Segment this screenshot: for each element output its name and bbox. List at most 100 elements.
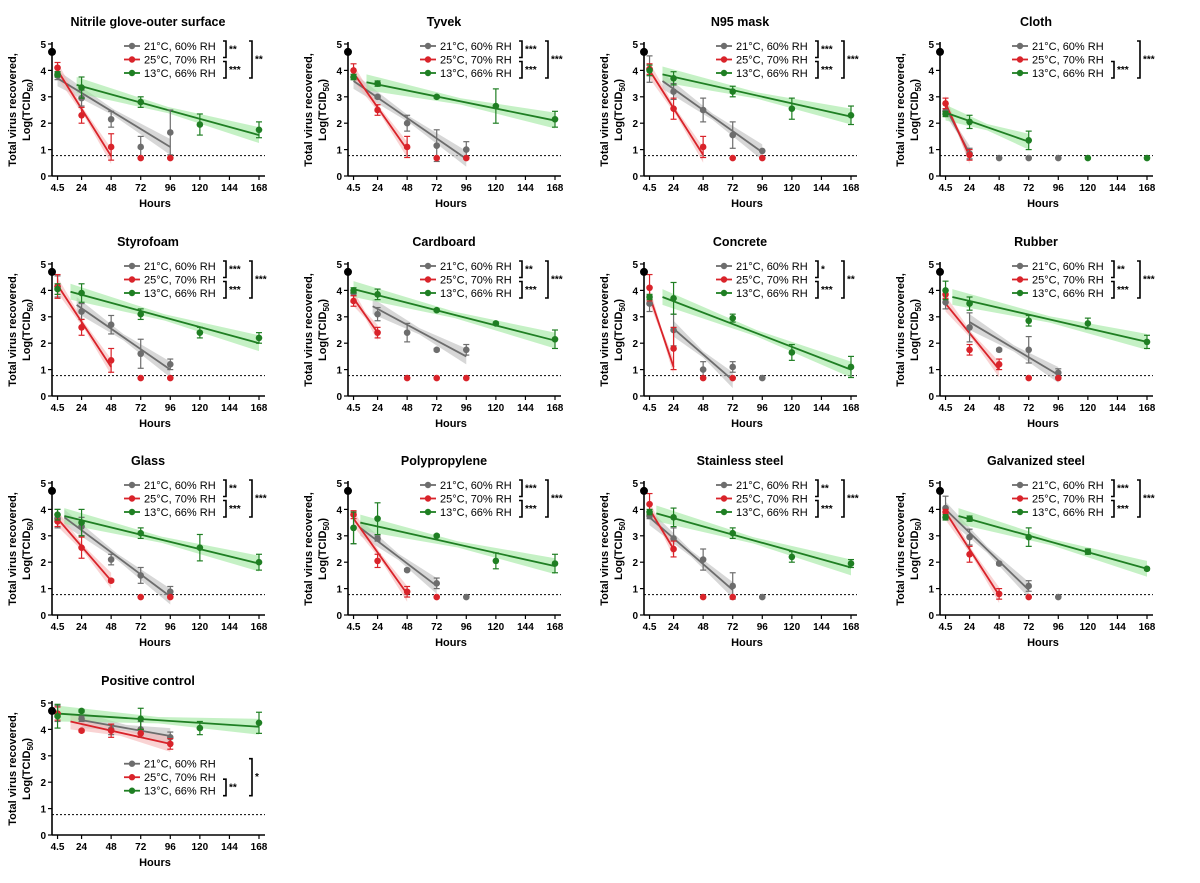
data-point bbox=[54, 71, 61, 78]
x-tick-label: 4.5 bbox=[51, 842, 65, 853]
data-point bbox=[137, 729, 145, 737]
y-axis-label: Total virus recovered, bbox=[599, 53, 611, 167]
significance-bracket-outer-stars: *** bbox=[847, 494, 859, 505]
fit-line-1 bbox=[352, 518, 408, 595]
data-point bbox=[255, 126, 263, 134]
chart-title: Concrete bbox=[713, 235, 767, 249]
data-point bbox=[995, 560, 1003, 567]
significance-bracket-outer bbox=[249, 259, 253, 299]
legend-swatch-marker bbox=[1016, 481, 1024, 489]
data-point bbox=[78, 544, 85, 551]
significance-bracket-outer bbox=[1137, 479, 1141, 518]
data-point bbox=[729, 363, 737, 370]
x-tick-label: 72 bbox=[727, 183, 739, 194]
y-tick-label: 5 bbox=[632, 479, 638, 490]
x-tick-label: 144 bbox=[517, 183, 534, 194]
data-point bbox=[433, 142, 441, 149]
data-point bbox=[54, 511, 61, 518]
x-tick-label: 4.5 bbox=[347, 622, 361, 633]
panel-positive-control: Positive control Total virus recovered, Lo… bbox=[0, 659, 298, 878]
fit-line-1 bbox=[352, 297, 379, 333]
y-tick-label: 1 bbox=[928, 146, 934, 157]
y-tick-label: 5 bbox=[928, 479, 934, 490]
x-tick-label: 48 bbox=[402, 183, 414, 194]
data-point bbox=[78, 715, 85, 722]
input-point bbox=[936, 486, 944, 495]
legend-label: 13°C, 66% RH bbox=[144, 507, 216, 519]
y-label-subscript: 50 bbox=[618, 521, 627, 530]
fit-line-1 bbox=[648, 508, 675, 550]
x-tick-label: 120 bbox=[192, 622, 209, 633]
significance-bracket-2 bbox=[519, 280, 523, 299]
data-point bbox=[966, 533, 973, 541]
significance-bracket-2 bbox=[223, 499, 227, 518]
legend-swatch-marker bbox=[128, 773, 136, 780]
chart-title: Nitrile glove-outer surface bbox=[71, 15, 226, 29]
y-tick-label: 0 bbox=[928, 392, 934, 403]
data-point bbox=[729, 582, 737, 590]
y-tick-label: 3 bbox=[40, 93, 46, 104]
x-tick-label: 4.5 bbox=[643, 183, 657, 194]
y-label-subscript: 50 bbox=[618, 82, 627, 91]
fit-line-1 bbox=[944, 302, 1000, 370]
x-tick-label: 168 bbox=[1139, 403, 1156, 414]
y-tick-label: 1 bbox=[336, 146, 342, 157]
data-point bbox=[462, 346, 470, 353]
y-tick-label: 2 bbox=[336, 339, 342, 350]
legend-label: 21°C, 60% RH bbox=[1032, 480, 1104, 492]
data-point bbox=[374, 328, 381, 336]
y-axis-label: Total virus recovered, bbox=[895, 273, 907, 387]
fit-line-1 bbox=[648, 69, 704, 156]
y-tick-label: 3 bbox=[928, 312, 934, 323]
data-point bbox=[1054, 368, 1062, 376]
fit-line-0 bbox=[81, 718, 171, 737]
legend-label: 25°C, 70% RH bbox=[144, 55, 216, 67]
significance-bracket-1 bbox=[223, 259, 227, 278]
legend-label: 25°C, 70% RH bbox=[144, 494, 216, 506]
data-point bbox=[107, 726, 115, 734]
fit-line-0 bbox=[944, 508, 1030, 591]
significance-bracket-1-stars: * bbox=[821, 264, 825, 275]
y-axis-label: Total virus recovered, bbox=[303, 53, 315, 167]
x-tick-label: 48 bbox=[994, 622, 1006, 633]
y-label-part: ) bbox=[909, 518, 921, 522]
y-label-part: Log(TCID bbox=[613, 311, 625, 361]
significance-bracket-outer-stars: ** bbox=[847, 274, 855, 285]
x-tick-label: 4.5 bbox=[347, 183, 361, 194]
fit-line-0 bbox=[648, 516, 734, 591]
x-axis-label: Hours bbox=[139, 857, 171, 869]
x-axis-label: Hours bbox=[1027, 637, 1059, 649]
y-tick-label: 0 bbox=[40, 611, 46, 622]
x-tick-label: 24 bbox=[76, 622, 88, 633]
data-point bbox=[78, 84, 85, 91]
significance-bracket-2-stars: *** bbox=[229, 504, 241, 515]
data-point bbox=[1025, 533, 1033, 541]
significance-bracket-1-stars: *** bbox=[1117, 483, 1129, 494]
chart-title: Glass bbox=[131, 454, 165, 468]
panel-cloth: Cloth Total virus recovered, Log(TCID50) 0 1… bbox=[888, 0, 1186, 219]
y-tick-label: 1 bbox=[632, 146, 638, 157]
data-point bbox=[1025, 346, 1033, 353]
data-point bbox=[1143, 565, 1151, 573]
x-axis-label: Hours bbox=[731, 418, 763, 430]
legend-label: 13°C, 66% RH bbox=[144, 68, 216, 80]
x-tick-label: 48 bbox=[402, 403, 414, 414]
panel-nitrile-glove-outer-surface: Nitrile glove-outer surface Total virus r… bbox=[0, 0, 298, 219]
input-point bbox=[936, 47, 944, 56]
data-point bbox=[729, 529, 737, 537]
data-point bbox=[374, 80, 381, 87]
x-tick-label: 72 bbox=[135, 403, 147, 414]
x-tick-label: 144 bbox=[813, 403, 830, 414]
y-tick-label: 0 bbox=[632, 172, 638, 183]
data-point bbox=[670, 535, 677, 542]
panel-concrete: Concrete Total virus recovered, Log(TCID50… bbox=[592, 220, 890, 439]
data-point bbox=[137, 154, 145, 162]
y-axis-label-units: Log(TCID50) bbox=[21, 79, 35, 141]
y-label-part: ) bbox=[21, 518, 33, 522]
significance-bracket-outer bbox=[841, 40, 845, 79]
legend-label: 21°C, 60% RH bbox=[144, 261, 216, 273]
significance-bracket-outer-stars: *** bbox=[255, 274, 267, 285]
y-tick-label: 3 bbox=[928, 532, 934, 543]
y-tick-label: 4 bbox=[336, 66, 342, 77]
y-axis-label: Total virus recovered, bbox=[303, 492, 315, 606]
